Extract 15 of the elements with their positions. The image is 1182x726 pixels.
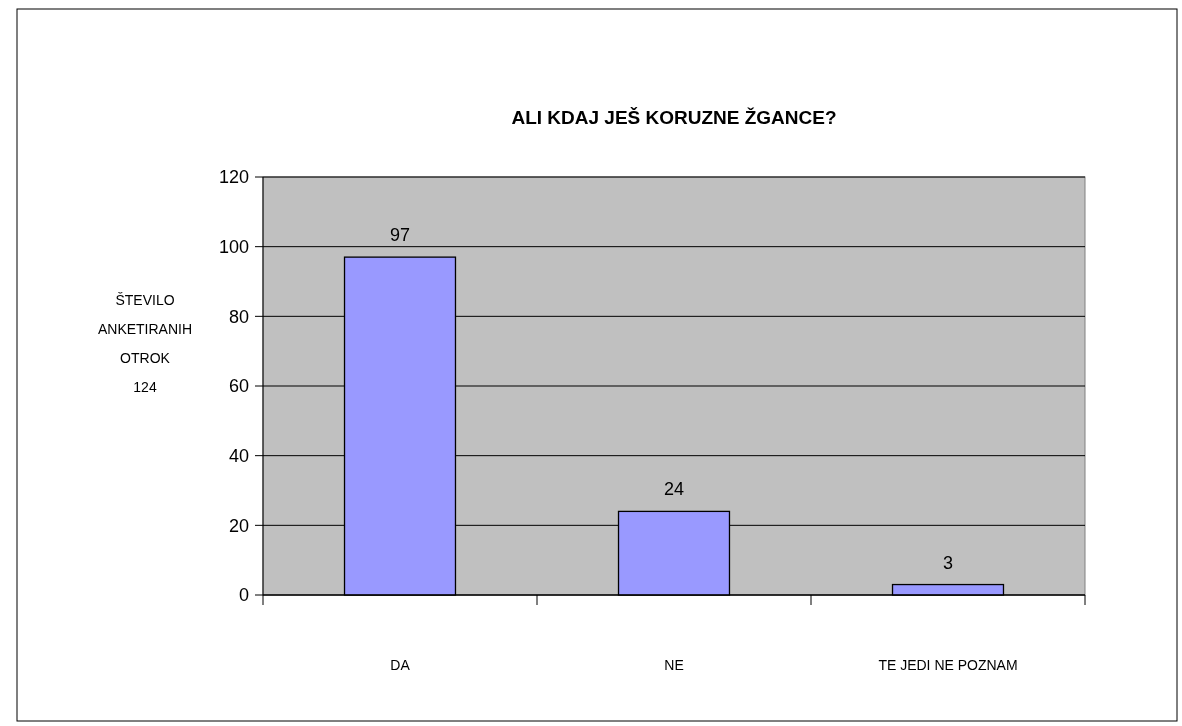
data-label: 24 xyxy=(663,479,685,500)
y-tick-label: 120 xyxy=(218,167,249,188)
y-tick-label: 60 xyxy=(228,376,249,397)
data-label: 97 xyxy=(389,225,411,246)
y-tick-label: 80 xyxy=(228,306,249,327)
data-label: 3 xyxy=(942,552,954,573)
y-axis-title: ŠTEVILO ANKETIRANIH OTROK 124 xyxy=(97,292,193,395)
x-tick-label: NE xyxy=(664,657,684,673)
y-tick-label: 20 xyxy=(228,515,249,536)
y-tick-label: 40 xyxy=(228,445,249,466)
chart-title: ALI KDAJ JEŠ KORUZNE ŽGANCE? xyxy=(511,107,837,128)
y-tick-label: 100 xyxy=(218,236,249,257)
y-tick-label: 0 xyxy=(238,585,249,606)
x-tick-label: TE JEDI NE POZNAM xyxy=(878,657,1018,673)
x-tick-label: DA xyxy=(390,657,411,673)
